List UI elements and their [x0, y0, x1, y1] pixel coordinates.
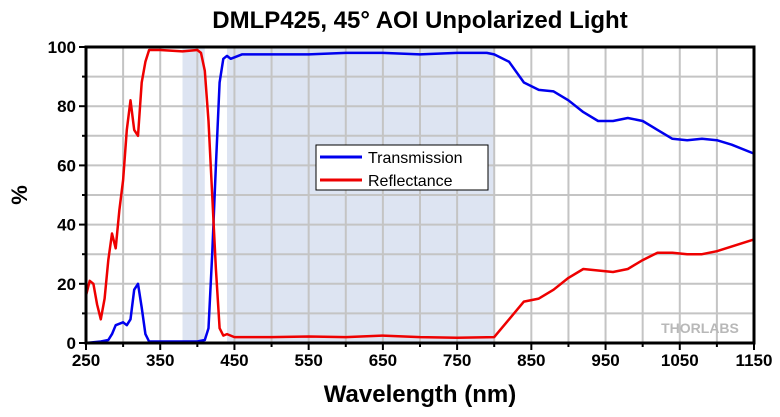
x-tick-label: 1150	[736, 351, 773, 370]
legend-label-transmission: Transmission	[368, 150, 463, 167]
x-tick-label: 850	[517, 351, 545, 370]
legend-label-reflectance: Reflectance	[368, 173, 453, 190]
x-tick-label: 550	[294, 351, 322, 370]
y-tick-label: 0	[67, 334, 76, 353]
y-tick-label: 20	[57, 275, 76, 294]
watermark-logo: THORLABS	[661, 320, 739, 336]
x-tick-label: 350	[146, 351, 174, 370]
x-tick-label: 950	[591, 351, 619, 370]
chart-title: DMLP425, 45° AOI Unpolarized Light	[212, 7, 627, 34]
series-line-transmission	[85, 51, 755, 345]
x-tick-label: 250	[72, 351, 100, 370]
y-tick-label: 80	[57, 97, 76, 116]
legend: Transmission Reflectance	[315, 144, 489, 191]
x-tick-label: 650	[369, 351, 397, 370]
y-tick-label: 60	[57, 156, 76, 175]
x-tick-label: 1050	[661, 351, 699, 370]
x-tick-label: 450	[220, 351, 248, 370]
x-tick-label: 750	[443, 351, 471, 370]
y-tick-label: 40	[57, 216, 76, 235]
series-line-reflectance	[84, 48, 755, 339]
y-axis-label: %	[7, 185, 32, 205]
y-tick-label: 100	[48, 38, 76, 57]
x-axis-label: Wavelength (nm)	[324, 381, 516, 408]
